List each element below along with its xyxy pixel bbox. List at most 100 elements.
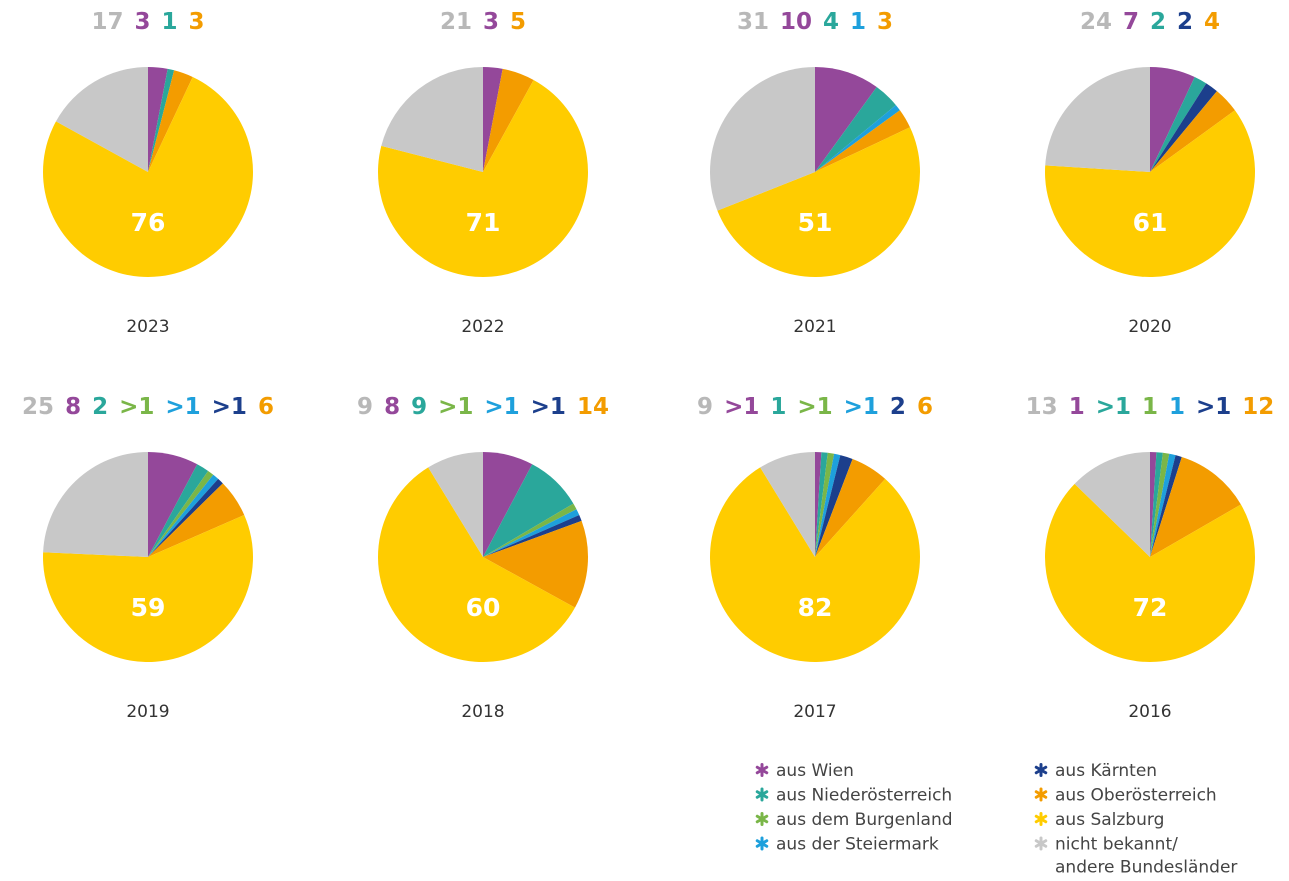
slice-label: 7 <box>1123 9 1139 35</box>
pie-slice <box>1045 67 1150 172</box>
legend-marker <box>1034 763 1048 777</box>
legend-marker <box>755 763 769 777</box>
legend-label: aus dem Burgenland <box>776 810 953 830</box>
pie-slice <box>483 509 580 557</box>
pie-slice <box>148 452 198 557</box>
slice-label: 24 <box>1080 9 1112 35</box>
slice-label: 8 <box>384 394 400 420</box>
slice-label: 9 <box>357 394 373 420</box>
pie-slice <box>1150 455 1182 557</box>
pie-chart: 31 10 4 1 3 51 2021 <box>710 9 921 337</box>
pie-title: 2022 <box>461 317 504 337</box>
pie-title: 2018 <box>461 702 504 722</box>
slice-label: 2 <box>1150 9 1166 35</box>
legend-label: aus Wien <box>776 761 854 781</box>
pie-chart: 25 8 2 >1 >1 >1 6 59 2019 <box>22 394 274 722</box>
slice-label: 3 <box>134 9 150 35</box>
pie-slice <box>148 470 214 557</box>
pie-slice <box>815 452 822 557</box>
pie-slice <box>717 127 921 278</box>
pie-slice <box>815 453 841 557</box>
legend-marker <box>1034 787 1048 802</box>
slice-labels: 9 8 9 >1 >1 >1 14 <box>357 394 609 420</box>
legend-label: aus der Steiermark <box>776 835 939 855</box>
legend-label: aus Kärnten <box>1055 761 1157 781</box>
pie-slice <box>55 67 149 172</box>
slice-label: 25 <box>22 394 54 420</box>
pie-title: 2021 <box>793 317 836 337</box>
slice-label: 2 <box>1177 9 1193 35</box>
pie-slice <box>148 464 209 557</box>
pie-slice <box>815 105 900 172</box>
legend-marker-stroke <box>1034 814 1048 824</box>
legend-marker <box>755 812 769 826</box>
slice-label: 2 <box>890 394 906 420</box>
pie-slice <box>483 67 503 172</box>
pie-chart: 21 3 5 71 2022 <box>378 9 588 337</box>
pie-slice <box>148 70 193 172</box>
pie-slice <box>1150 452 1163 557</box>
pie-slice <box>148 483 245 557</box>
slice-label: 3 <box>189 9 205 35</box>
slice-label: >1 <box>165 394 200 420</box>
slice-label: 1 <box>850 9 866 35</box>
pie-slice <box>815 452 828 557</box>
slice-label: >1 <box>484 394 519 420</box>
inner-label: 61 <box>1133 208 1168 237</box>
slice-label: >1 <box>1096 394 1131 420</box>
pie-slice <box>483 503 577 557</box>
slice-label: 6 <box>917 394 933 420</box>
slice-label: 3 <box>877 9 893 35</box>
slice-labels: 31 10 4 1 3 <box>737 9 893 35</box>
pie-slice <box>378 79 588 278</box>
slice-label: 12 <box>1242 394 1274 420</box>
slice-label: >1 <box>797 394 832 420</box>
slice-label: 8 <box>65 394 81 420</box>
pie-title: 2017 <box>793 702 836 722</box>
slice-label: 1 <box>162 9 178 35</box>
slice-label: 17 <box>91 9 123 35</box>
inner-label: 72 <box>1133 593 1168 622</box>
slice-labels: 21 3 5 <box>440 9 526 35</box>
legend-label: aus Oberösterreich <box>1055 786 1217 806</box>
pie-slice <box>1150 67 1195 172</box>
pie-title: 2023 <box>126 317 169 337</box>
pie-slice <box>1150 452 1157 557</box>
pie-slice <box>710 67 815 211</box>
legend-marker-stroke <box>1034 839 1048 848</box>
slice-label: 14 <box>577 394 609 420</box>
pie-slice <box>815 458 886 557</box>
pie-chart: 9 >1 1 >1 >1 2 6 82 2017 <box>697 394 933 722</box>
slice-label: >1 <box>119 394 154 420</box>
pie-chart: 17 3 1 3 76 2023 <box>43 9 253 337</box>
pie-slice <box>1150 453 1176 557</box>
pie-slice <box>381 67 483 172</box>
pie-slice <box>815 110 911 172</box>
pie-slice <box>148 474 219 557</box>
pie-slice <box>1150 452 1170 557</box>
legend-marker <box>1034 812 1048 826</box>
pie-slice <box>1045 483 1255 663</box>
pie-slice <box>710 467 920 663</box>
slice-label: >1 <box>1196 394 1231 420</box>
legend-marker <box>755 787 769 802</box>
slice-label: 1 <box>1169 394 1185 420</box>
legend-marker <box>755 836 769 851</box>
slice-labels: 17 3 1 3 <box>91 9 204 35</box>
inner-label: 76 <box>131 208 166 237</box>
inner-label: 60 <box>466 593 501 622</box>
pie-slice <box>43 452 148 557</box>
pie-slice <box>1074 452 1150 557</box>
pie-slice <box>43 76 253 277</box>
slice-label: 3 <box>483 9 499 35</box>
pie-slice <box>148 68 175 172</box>
pie-slice <box>815 455 853 557</box>
legend-marker-stroke <box>755 765 769 775</box>
slice-label: >1 <box>844 394 879 420</box>
slice-labels: 24 7 2 2 4 <box>1080 9 1220 35</box>
pie-slice <box>815 87 896 172</box>
inner-label: 51 <box>798 208 833 237</box>
slice-label: >1 <box>724 394 759 420</box>
legend-label: aus Salzburg <box>1055 810 1164 830</box>
